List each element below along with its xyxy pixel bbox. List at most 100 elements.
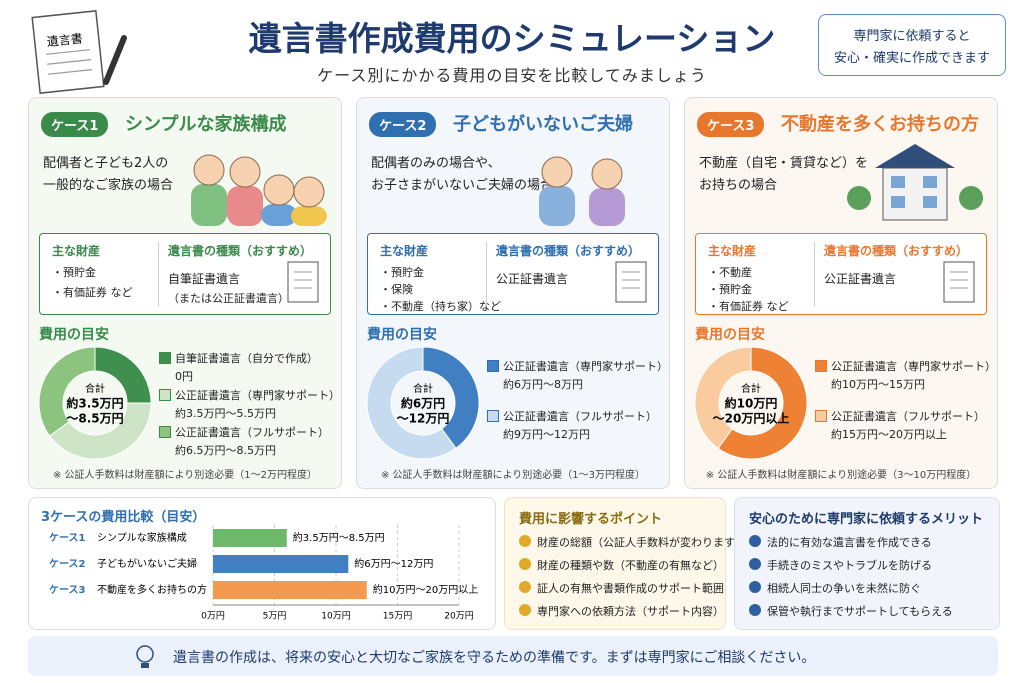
legend-label: 公正証書遺言（フルサポート） [831,410,985,423]
donut-total: 合計 [741,382,761,395]
legend-label: 公正証書遺言（フルサポート） [175,426,329,439]
comparison-title: 3ケースの費用比較（目安） [41,510,206,525]
person-head [263,174,295,206]
will-type: 公正証書遺言 [824,272,897,286]
x-tick-label: 20万円 [444,611,473,622]
case-description: 一般的なご家族の場合 [43,178,174,193]
check-icon [749,558,761,570]
doc-page [615,261,647,303]
legend-amount: 約10万円〜15万円 [831,378,925,391]
tree [959,186,983,210]
asset-item: ・不動産 [708,266,752,279]
subtitle: ケース別にかかる費用の目安を比較してみましょう [317,66,707,85]
legend-swatch [815,360,827,372]
person-body [539,186,575,226]
person-body [227,186,263,226]
comparison-box: 3ケースの費用比較（目安） 0万円 5万円 10万円 15万円 20万円 ケース1 シンプルな… [28,497,496,630]
factors-item: 証人の有無や書類作成のサポート範囲 [537,582,724,595]
asset-item: ・有価証券 など [708,300,789,313]
house-window [891,176,905,188]
house-window [891,196,905,208]
cost-heading: 費用の目安 [367,327,437,343]
divider [486,242,487,306]
legend-label: 公正証書遺言（専門家サポート） [831,360,996,373]
donut-segment [717,346,808,460]
will-type: （または公正証書遺言） [168,292,289,305]
factors-item: 財産の種類や数（不動産の有無など） [537,559,724,572]
footer-box: 遺言書の作成は、将来の安心と大切なご家族を守るための準備です。まずは専門家にご相… [28,636,998,676]
doc-icon [287,261,319,303]
bar-chart: 0万円 5万円 10万円 15万円 20万円 ケース1 シンプルな家族構成 約3.5万円〜8.… [49,525,478,622]
assets-heading: 主な財産 [380,244,429,258]
case-card: ケース2 子どもがいないご夫婦 配偶者のみの場合や、 お子さまがいないご夫婦の場合 主な… [356,97,670,489]
legend-swatch [487,360,499,372]
tree [847,186,871,210]
illustration [539,156,625,226]
cost-heading: 費用の目安 [39,327,109,343]
house-window [923,176,937,188]
legend-amount: 0円 [175,370,193,383]
bar-label: 約3.5万円〜8.5万円 [293,531,385,544]
person-head [591,158,623,190]
bar-label: 約6万円〜12万円 [354,557,433,570]
donut-total: 〜8.5万円 [66,412,123,426]
assets-box: 主な財産 ・預貯金 ・有価証券 など 遺言書の種類（おすすめ） 自筆証書遺言 （または公正… [39,233,331,315]
bulb [136,645,154,663]
donut-total: 合計 [413,382,433,395]
legend-swatch [159,352,171,364]
bar-label: 約10万円〜20万円以上 [373,583,478,596]
illustration [847,144,983,221]
will-heading: 遺言書の種類（おすすめ） [496,244,641,258]
case-title: シンプルな家族構成 [125,114,287,135]
benefits-title: 安心のために専門家に依頼するメリット [749,512,984,527]
case-badge: ケース1 [41,112,109,137]
house-window [923,196,937,208]
will-heading: 遺言書の種類（おすすめ） [168,244,313,258]
legend-label: 公正証書遺言（フルサポート） [503,410,657,423]
asset-item: ・保険 [380,283,413,296]
legend-swatch [159,426,171,438]
legend-amount: 約3.5万円〜5.5万円 [175,407,276,420]
assets-box: 主な財産 ・不動産 ・預貯金 ・有価証券 など 遺言書の種類（おすすめ） 公正証書遺言 [695,233,987,315]
asset-item: ・預貯金 [708,283,752,296]
x-tick-label: 15万円 [383,611,412,622]
case-description: 配偶者のみの場合や、 [371,156,501,171]
bulb-icon [136,645,154,668]
case-badge: ケース3 [697,112,765,137]
title: 遺言書作成費用のシミュレーション [248,19,776,58]
asset-item: ・有価証券 など [52,286,133,299]
case-note: ※ 公証人手数料は財産額により別途必要（3〜10万円程度） [705,470,977,481]
row-name: シンプルな家族構成 [97,531,187,544]
asset-item: ・不動産（持ち家）など [380,300,501,313]
legend-amount: 約9万円〜12万円 [503,428,590,441]
case-description: 配偶者と子ども2人の [43,156,169,171]
callout-line: 専門家に依頼すると [853,29,971,44]
person-head [541,156,573,188]
legend-amount: 約6.5万円〜8.5万円 [175,444,276,457]
donut-segment [366,346,457,460]
case-note: ※ 公証人手数料は財産額により別途必要（1〜3万円程度） [380,470,646,481]
cost-heading: 費用の目安 [695,327,765,343]
row-name: 不動産を多くお持ちの方 [97,583,207,596]
benefits-item: 法的に有効な遺言書を作成できる [767,536,932,549]
factors-box: 費用に影響するポイント 財産の総額（公証人手数料が変わります） 財産の種類や数（不動… [504,497,746,630]
bar [213,529,287,547]
check-icon [519,581,531,593]
person-body [589,188,625,226]
case-description: お持ちの場合 [699,178,778,193]
check-icon [519,604,531,616]
person-body [191,184,227,226]
x-tick-label: 0万円 [201,611,225,622]
legend-label: 公正証書遺言（専門家サポート） [175,389,340,402]
legend-label: 自筆証書遺言（自分で作成） [175,352,318,365]
bar [213,555,349,573]
check-icon [749,535,761,547]
doc-page [287,261,319,303]
donut-total: 約6万円 [401,396,445,411]
will-type: 自筆証書遺言 [168,272,241,286]
case-card: ケース3 不動産を多くお持ちの方 不動産（自宅・賃貸など）を お持ちの場合 主な財産 ・不… [684,97,998,489]
benefits-item: 相続人同士の争いを未然に防ぐ [767,582,921,595]
